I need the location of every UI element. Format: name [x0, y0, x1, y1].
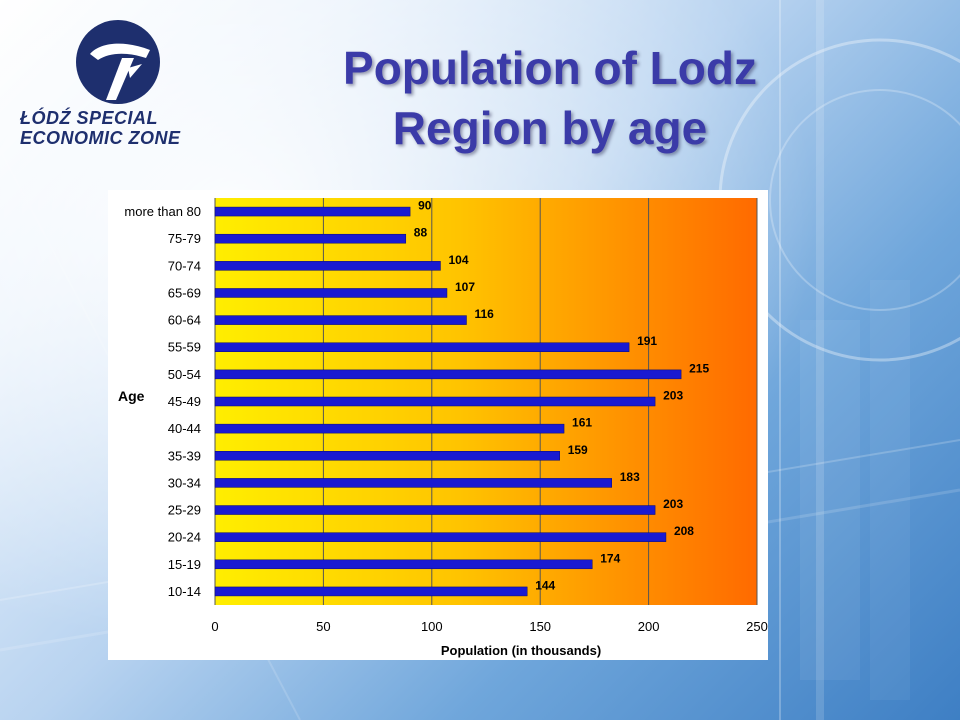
y-tick-label: 70-74 — [168, 258, 201, 273]
y-tick-label: 20-24 — [168, 530, 201, 545]
data-label: 191 — [637, 334, 657, 348]
x-tick-label: 250 — [746, 619, 768, 634]
bar — [214, 559, 593, 570]
data-label: 90 — [418, 199, 432, 213]
data-label: 116 — [474, 307, 494, 321]
bar — [214, 586, 528, 597]
x-tick-label: 0 — [211, 619, 218, 634]
logo-text-line2: ECONOMIC ZONE — [20, 128, 181, 148]
slide-title: Population of Lodz Region by age — [250, 38, 850, 158]
y-tick-label: 30-34 — [168, 475, 201, 490]
bar — [214, 261, 441, 271]
data-label: 183 — [620, 470, 640, 484]
data-label: 161 — [572, 416, 592, 430]
data-label: 88 — [414, 226, 428, 240]
slide-title-line1: Population of Lodz — [343, 42, 757, 94]
bar — [214, 315, 467, 325]
logo-text-line1: ŁÓDŹ SPECIAL — [20, 108, 159, 128]
y-tick-label: 35-39 — [168, 448, 201, 463]
bar — [214, 532, 667, 542]
y-tick-label: 60-64 — [168, 313, 201, 328]
y-tick-label: 15-19 — [168, 557, 201, 572]
bar — [214, 369, 682, 380]
data-label: 174 — [600, 551, 620, 565]
y-tick-label: 75-79 — [168, 231, 201, 246]
bar — [214, 451, 560, 461]
bar — [214, 233, 407, 244]
data-label: 203 — [663, 497, 683, 511]
data-label: 208 — [674, 524, 694, 538]
logo-emblem-icon — [76, 20, 160, 104]
bar — [214, 206, 411, 217]
x-tick-label: 150 — [529, 619, 551, 634]
bar — [214, 396, 656, 407]
data-label: 104 — [448, 253, 468, 267]
x-tick-label: 200 — [638, 619, 660, 634]
bar — [214, 505, 656, 515]
y-tick-label: 10-14 — [168, 584, 201, 599]
x-tick-label: 50 — [316, 619, 330, 634]
y-tick-label: 50-54 — [168, 367, 201, 382]
data-label: 144 — [535, 578, 555, 592]
bar — [214, 423, 565, 434]
y-tick-label: 65-69 — [168, 285, 201, 300]
bar — [214, 342, 630, 352]
y-tick-label: 25-29 — [168, 503, 201, 518]
data-label: 203 — [663, 389, 683, 403]
slide-title-line2: Region by age — [392, 102, 708, 154]
y-tick-label: 55-59 — [168, 340, 201, 355]
y-axis-label: Age — [118, 388, 145, 404]
y-tick-label: more than 80 — [124, 204, 201, 219]
data-label: 107 — [455, 280, 475, 294]
company-logo — [18, 12, 208, 147]
y-tick-label: 45-49 — [168, 394, 201, 409]
x-axis-label: Population (in thousands) — [441, 643, 601, 658]
data-label: 215 — [689, 361, 709, 375]
bar — [214, 288, 448, 298]
x-tick-label: 100 — [421, 619, 443, 634]
bar — [214, 478, 612, 488]
y-tick-label: 40-44 — [168, 421, 201, 436]
data-label: 159 — [568, 443, 588, 457]
